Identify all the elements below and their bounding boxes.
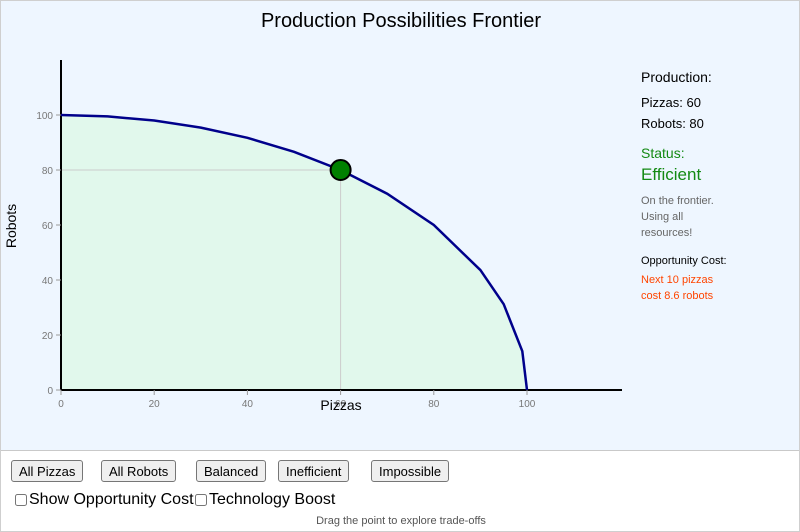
y-tick-label: 20 bbox=[42, 331, 54, 342]
x-axis-label: Pizzas bbox=[320, 397, 361, 413]
status-heading: Status: bbox=[641, 145, 685, 161]
opportunity-cost-description: Next 10 pizzas cost 8.6 robots bbox=[641, 274, 714, 302]
x-tick-label: 100 bbox=[519, 399, 536, 410]
show-opportunity-cost-label: Show Opportunity Cost bbox=[29, 491, 194, 508]
x-tick-label: 80 bbox=[428, 399, 440, 410]
opportunity-cost-heading: Opportunity Cost: bbox=[641, 255, 727, 267]
x-tick-label: 20 bbox=[149, 399, 161, 410]
y-tick-label: 80 bbox=[42, 166, 54, 177]
pizzas-count: Pizzas: 60 bbox=[641, 95, 701, 110]
production-point[interactable] bbox=[329, 159, 352, 181]
x-tick-label: 40 bbox=[242, 399, 254, 410]
technology-boost-toggle[interactable]: Technology Boost bbox=[195, 491, 335, 509]
y-tick-label: 100 bbox=[36, 111, 53, 122]
ppf-chart: Production Possibilities Frontier 0 20 40 6… bbox=[3, 10, 622, 413]
y-axis-label: Robots bbox=[3, 204, 19, 248]
impossible-button[interactable]: Impossible bbox=[371, 460, 450, 482]
balanced-button[interactable]: Balanced bbox=[196, 460, 267, 482]
chart-area: Production Possibilities Frontier 0 20 40 6… bbox=[1, 1, 799, 451]
technology-boost-checkbox[interactable] bbox=[195, 494, 207, 506]
production-heading: Production: bbox=[641, 69, 712, 85]
show-opportunity-cost-toggle[interactable]: Show Opportunity Cost bbox=[15, 491, 194, 509]
inefficient-button[interactable]: Inefficient bbox=[278, 460, 350, 482]
info-panel: Production: Pizzas: 60 Robots: 80 Status… bbox=[641, 69, 791, 304]
all-robots-button[interactable]: All Robots bbox=[101, 460, 177, 482]
robots-count: Robots: 80 bbox=[641, 116, 704, 131]
y-tick-label: 40 bbox=[42, 276, 54, 287]
x-tick-label: 60 bbox=[335, 399, 347, 410]
x-tick-label: 0 bbox=[58, 399, 64, 410]
chart-title: Production Possibilities Frontier bbox=[261, 10, 541, 32]
hint-text: Drag the point to explore trade-offs bbox=[316, 515, 486, 527]
y-tick-label: 0 bbox=[47, 386, 53, 397]
all-pizzas-button[interactable]: All Pizzas bbox=[11, 460, 84, 482]
status-value: Efficient bbox=[641, 165, 702, 184]
feasible-region bbox=[61, 115, 527, 390]
technology-boost-label: Technology Boost bbox=[209, 491, 336, 508]
y-tick-label: 60 bbox=[42, 221, 54, 232]
show-opportunity-cost-checkbox[interactable] bbox=[15, 494, 27, 506]
status-description: On the frontier. Using all resources! bbox=[641, 195, 714, 239]
